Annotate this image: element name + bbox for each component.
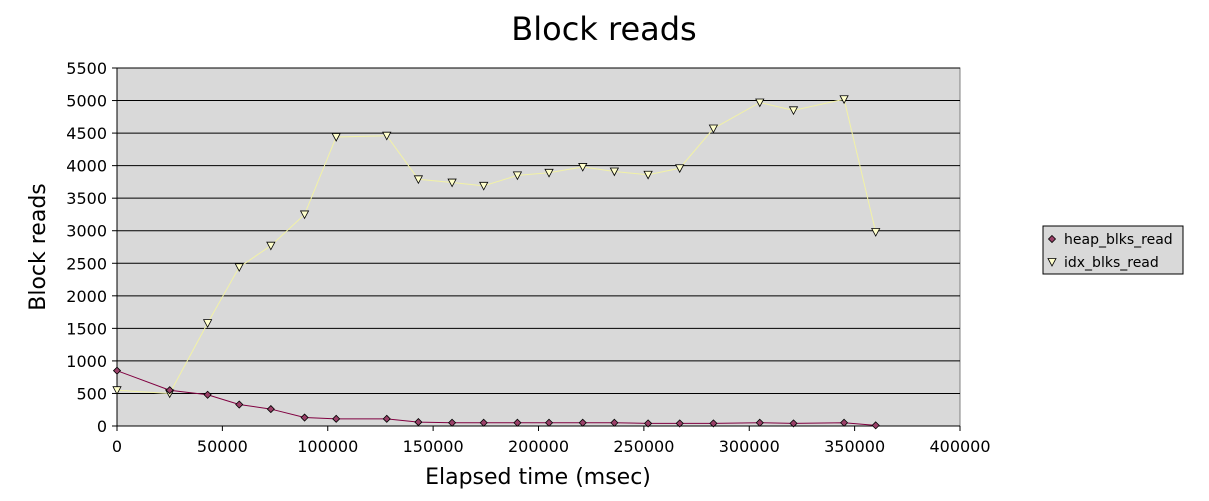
- y-tick-label: 2500: [66, 254, 107, 273]
- data-point-idx_blks_read: [331, 133, 341, 142]
- y-tick-label: 5500: [66, 59, 107, 78]
- series-heap_blks_read: [112, 366, 880, 430]
- series-line-idx_blks_read: [116, 98, 877, 394]
- data-point-idx_blks_read: [788, 106, 799, 116]
- data-point-heap_blks_read: [382, 414, 391, 423]
- data-point-idx_blks_read: [643, 170, 653, 180]
- data-point-idx_blks_read: [382, 131, 392, 141]
- x-tick-label: 400000: [929, 437, 990, 456]
- legend-marker-heap_blks_read: [1047, 234, 1057, 244]
- data-point-idx_blks_read: [871, 228, 881, 237]
- data-point-idx_blks_read: [512, 171, 523, 181]
- y-tick-label: 1500: [66, 319, 107, 338]
- x-tick-label: 100000: [297, 437, 358, 456]
- data-point-idx_blks_read: [447, 178, 457, 188]
- data-point-idx_blks_read: [112, 386, 122, 396]
- data-point-heap_blks_read: [789, 419, 798, 428]
- y-tick-label: 4000: [66, 157, 107, 176]
- data-point-heap_blks_read: [755, 418, 764, 427]
- data-point-heap_blks_read: [300, 413, 309, 422]
- series-layer: [112, 95, 881, 430]
- data-point-idx_blks_read: [202, 319, 213, 329]
- data-point-heap_blks_read: [578, 418, 587, 427]
- legend: heap_blks_read idx_blks_read: [1042, 225, 1184, 275]
- data-point-idx_blks_read: [266, 241, 276, 251]
- data-point-heap_blks_read: [448, 418, 457, 427]
- data-point-idx_blks_read: [544, 168, 554, 178]
- data-point-heap_blks_read: [266, 405, 275, 414]
- y-tick-label: 500: [76, 384, 107, 403]
- data-point-idx_blks_read: [479, 181, 489, 191]
- y-tick-label: 0: [97, 417, 107, 436]
- y-tick-label: 2000: [66, 287, 107, 306]
- x-tick-labels: 0 50000 100000 150000 200000 250000 300000 3500…: [112, 426, 991, 456]
- data-point-heap_blks_read: [610, 418, 619, 427]
- legend-label-heap_blks_read: heap_blks_read: [1064, 232, 1173, 248]
- chart-title: Block reads: [511, 10, 696, 48]
- data-point-heap_blks_read: [709, 419, 718, 428]
- data-point-heap_blks_read: [414, 418, 423, 427]
- x-tick-label: 50000: [197, 437, 248, 456]
- y-axis-label: Block reads: [26, 183, 51, 311]
- plot-area: [116, 67, 961, 427]
- y-tick-label: 5000: [66, 92, 107, 111]
- data-point-heap_blks_read: [112, 366, 122, 375]
- data-point-idx_blks_read: [755, 98, 765, 108]
- data-point-idx_blks_read: [578, 163, 588, 172]
- data-point-heap_blks_read: [871, 421, 880, 430]
- data-point-heap_blks_read: [544, 418, 554, 427]
- data-point-heap_blks_read: [644, 419, 653, 428]
- y-tick-label: 4500: [66, 124, 107, 143]
- data-point-idx_blks_read: [708, 124, 719, 134]
- y-tick-labels: 0 500 1000 1500 2000 2500 3000 3500 4000 4500 5000…: [66, 59, 117, 436]
- data-point-heap_blks_read: [675, 419, 684, 428]
- x-tick-label: 200000: [508, 437, 569, 456]
- x-tick-label: 150000: [403, 437, 464, 456]
- series-line-heap_blks_read: [116, 370, 876, 426]
- data-point-idx_blks_read: [839, 95, 849, 105]
- y-tick-label: 3000: [66, 222, 107, 241]
- data-point-heap_blks_read: [332, 414, 341, 423]
- data-point-heap_blks_read: [479, 418, 488, 427]
- data-point-idx_blks_read: [609, 167, 620, 177]
- data-point-heap_blks_read: [235, 400, 244, 409]
- y-tick-label: 3500: [66, 189, 107, 208]
- data-point-heap_blks_read: [513, 418, 522, 427]
- x-axis-label: Elapsed time (msec): [425, 465, 651, 490]
- data-point-idx_blks_read: [413, 175, 424, 185]
- x-tick-label: 0: [112, 437, 122, 456]
- data-point-heap_blks_read: [165, 386, 174, 395]
- legend-box: [1042, 225, 1184, 275]
- y-tick-label: 1000: [66, 352, 107, 371]
- data-point-idx_blks_read: [299, 210, 310, 220]
- x-tick-label: 300000: [719, 437, 780, 456]
- data-point-idx_blks_read: [675, 164, 685, 174]
- data-point-heap_blks_read: [203, 390, 212, 399]
- x-tick-label: 250000: [613, 437, 674, 456]
- x-tick-label: 350000: [824, 437, 885, 456]
- data-point-idx_blks_read: [234, 263, 244, 273]
- legend-marker-idx_blks_read: [1047, 258, 1057, 267]
- data-point-heap_blks_read: [840, 418, 849, 427]
- legend-label-idx_blks_read: idx_blks_read: [1064, 255, 1159, 271]
